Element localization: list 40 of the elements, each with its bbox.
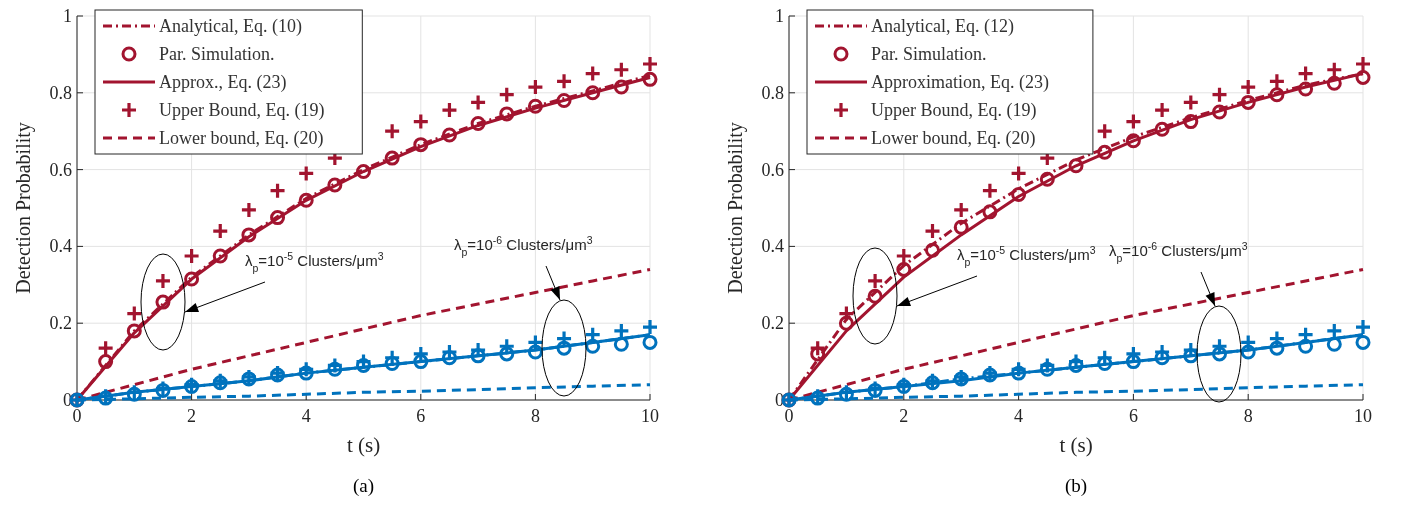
legend-label: Lower bound, Eq. (20) — [871, 128, 1036, 149]
legend-label: Par. Simulation. — [871, 44, 987, 64]
text: (a) — [352, 475, 375, 497]
x-tick-label: 8 — [1243, 406, 1253, 426]
x-axis-title: t (s) — [346, 433, 381, 457]
x-tick-label: 2 — [899, 406, 909, 426]
x-tick-label: 4 — [301, 406, 311, 426]
annotation: λ$_{p}$=10$^{-6}$ Clusters/μm$^{3}$ — [454, 234, 593, 258]
x-tick-label: 10 — [641, 406, 659, 426]
legend-label: Analytical, Eq. (10) — [159, 16, 302, 37]
legend-label: Upper Bound, Eq. (19) — [871, 100, 1037, 121]
legend-label: Lower bound, Eq. (20) — [159, 128, 324, 149]
legend-label: Approximation, Eq. (23) — [871, 72, 1049, 93]
y-tick-label: 0.4 — [761, 236, 784, 257]
x-tick-label: 6 — [416, 406, 426, 426]
y-axis-title: Detection Probability — [12, 122, 35, 294]
annotation: λ$_{p}$=10$^{-5}$ Clusters/μm$^{3}$ — [957, 244, 1096, 268]
legend-label: Upper Bound, Eq. (19) — [159, 100, 325, 121]
x-tick-label: 10 — [1354, 406, 1372, 426]
y-tick-label: 0.2 — [49, 313, 72, 334]
y-tick-label: 0.6 — [761, 159, 784, 180]
y-tick-label: 0.2 — [761, 313, 784, 334]
legend-label: Approx., Eq. (23) — [159, 72, 287, 93]
x-axis-title: t (s) — [1059, 433, 1093, 457]
annotation: λ$_{p}$=10$^{-5}$ Clusters/μm$^{3}$ — [245, 250, 384, 274]
x-tick-label: 6 — [1128, 406, 1138, 426]
x-tick-label: 2 — [187, 406, 197, 426]
annotation: λ$_{p}$=10$^{-6}$ Clusters/μm$^{3}$ — [1109, 240, 1248, 264]
y-tick-label: 0.8 — [49, 82, 72, 103]
y-tick-label: 1 — [775, 6, 784, 26]
legend-label: Analytical, Eq. (12) — [871, 16, 1014, 37]
x-tick-label: 4 — [1014, 406, 1024, 426]
text: (b) — [1064, 475, 1088, 497]
y-tick-label: 0.4 — [49, 236, 72, 257]
y-tick-label: 0.8 — [761, 82, 784, 103]
y-axis-title: Detection Probability — [724, 122, 747, 294]
x-tick-label: 8 — [530, 406, 540, 426]
y-tick-label: 1 — [63, 6, 72, 26]
legend-label: Par. Simulation. — [159, 44, 275, 64]
y-tick-label: 0.6 — [49, 159, 72, 180]
